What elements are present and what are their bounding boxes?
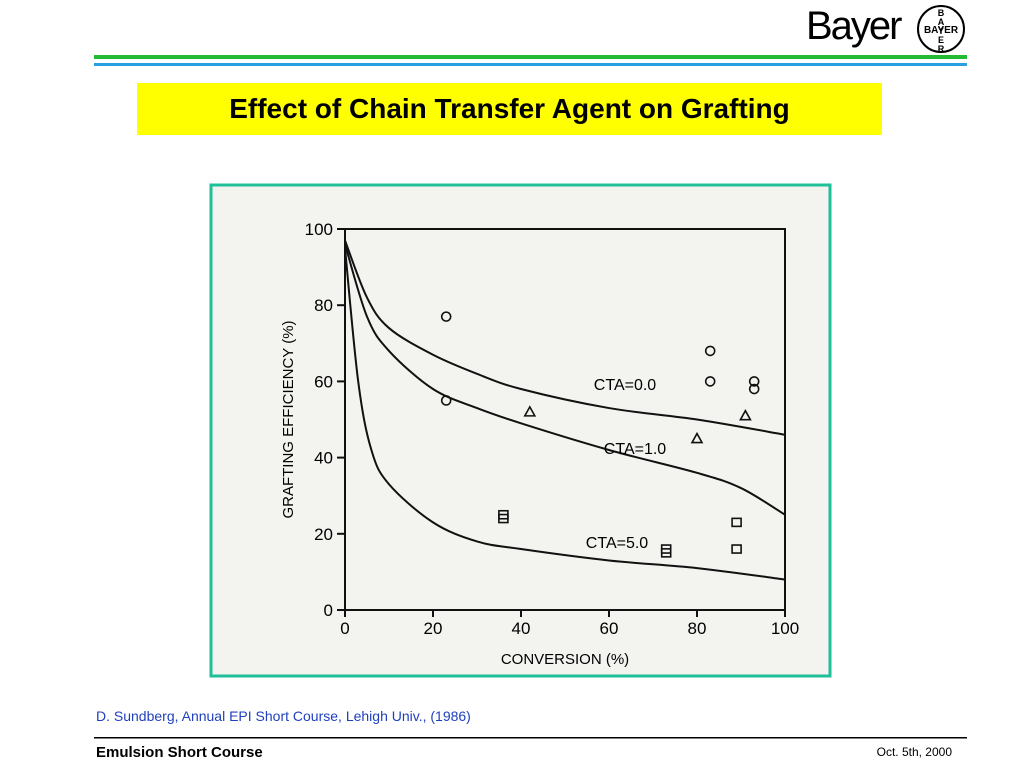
curve-label: CTA=0.0 xyxy=(594,377,657,394)
logo: BAYER BAYER xyxy=(917,5,965,53)
header-rules xyxy=(94,55,967,66)
y-tick-label: 20 xyxy=(314,525,333,544)
plot-frame xyxy=(344,228,786,611)
y-axis-label: GRAFTING EFFICIENCY (%) xyxy=(280,320,297,518)
point xyxy=(739,409,752,421)
x-tick-label: 80 xyxy=(688,619,707,638)
x-tick-label: 60 xyxy=(600,619,619,638)
point xyxy=(440,311,452,322)
point xyxy=(748,376,760,387)
logo-text-vertical: BAYER xyxy=(936,8,946,53)
footer-right: Oct. 5th, 2000 xyxy=(876,745,952,759)
chart: 0 20 40 60 80 100 0 20 40 60 80 100 CONVERSION (%) GR… xyxy=(209,183,832,678)
curve-label: CTA=1.0 xyxy=(604,441,667,458)
footer-left: Emulsion Short Course xyxy=(96,744,263,761)
point xyxy=(704,345,716,357)
logo-text: BAYER xyxy=(924,25,959,36)
x-tick-label: 20 xyxy=(424,619,443,638)
point xyxy=(690,431,704,444)
x-tick-label: 0 xyxy=(340,619,349,638)
point xyxy=(660,548,672,558)
x-tick-label: 40 xyxy=(512,619,531,638)
y-tick-label: 100 xyxy=(305,220,333,239)
curve xyxy=(344,247,786,581)
x-tick-label: 100 xyxy=(771,619,799,638)
citation: D. Sundberg, Annual EPI Short Course, Le… xyxy=(96,708,471,724)
y-tick-label: 60 xyxy=(314,372,333,391)
y-tick-label: 0 xyxy=(324,601,333,620)
curve xyxy=(344,240,786,436)
y-tick-label: 80 xyxy=(314,296,333,315)
point xyxy=(731,517,742,528)
x-axis-label: CONVERSION (%) xyxy=(501,651,629,668)
point xyxy=(440,395,452,406)
point xyxy=(704,376,716,387)
slide-title: Effect of Chain Transfer Agent on Grafti… xyxy=(137,83,882,135)
curve-label: CTA=5.0 xyxy=(586,535,649,552)
y-tick-label: 40 xyxy=(314,449,333,468)
brand: Bayer xyxy=(806,4,902,48)
footer-rule xyxy=(94,737,967,739)
point xyxy=(731,544,742,554)
point xyxy=(748,383,760,395)
curve xyxy=(344,243,786,516)
point xyxy=(498,513,509,524)
point xyxy=(523,405,537,417)
